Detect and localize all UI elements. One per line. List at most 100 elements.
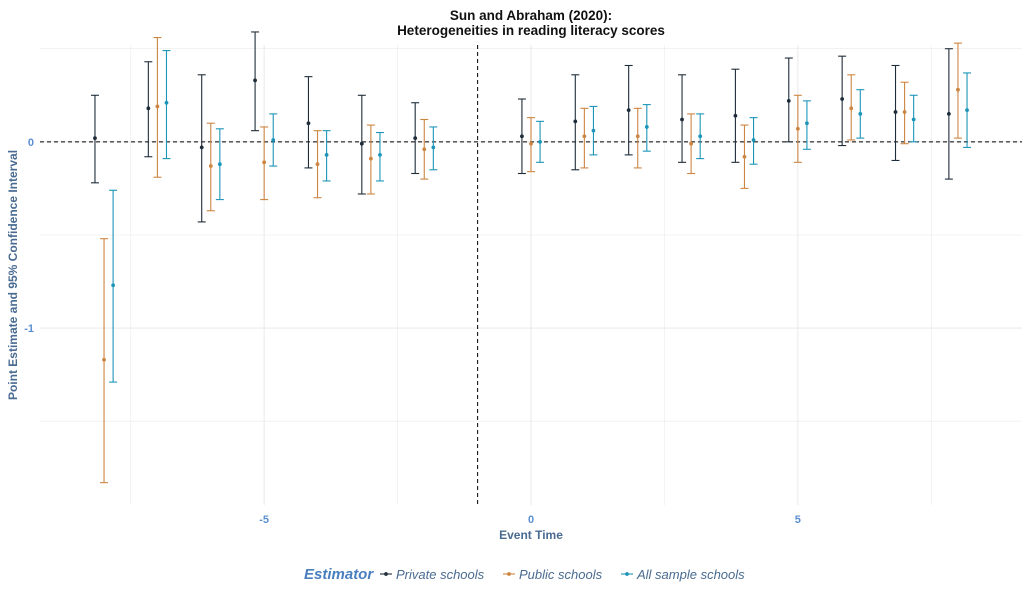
error-bar	[642, 104, 651, 152]
data-point	[751, 138, 756, 142]
error-bar	[963, 72, 972, 148]
data-point	[626, 108, 631, 113]
data-point	[742, 154, 747, 159]
data-point	[315, 162, 320, 167]
data-point	[956, 87, 960, 92]
legend-entry-0: Private schools	[380, 567, 485, 582]
error-bar	[944, 48, 953, 180]
series-layer	[90, 31, 972, 484]
series-2	[109, 50, 972, 383]
error-bar	[260, 126, 269, 201]
chart-title-line: Sun and Abraham (2020):	[450, 8, 612, 23]
legend: Estimator Private schools Public schools Al…	[304, 566, 745, 583]
error-bar	[100, 238, 109, 484]
error-bar	[784, 57, 793, 143]
error-bar	[953, 42, 962, 139]
error-bar	[678, 74, 687, 163]
data-point	[529, 141, 533, 146]
legend-title: Estimator	[304, 566, 374, 583]
data-point	[849, 106, 854, 111]
error-bar	[571, 74, 580, 171]
error-bar	[696, 113, 705, 160]
data-point	[93, 136, 97, 141]
data-point	[911, 117, 916, 122]
error-bar	[153, 37, 162, 178]
data-point	[805, 121, 809, 126]
data-point	[217, 162, 222, 167]
error-bar	[109, 189, 118, 383]
error-bar	[197, 74, 206, 223]
error-bar	[357, 94, 366, 195]
data-point	[538, 139, 542, 144]
series-1	[100, 37, 962, 484]
data-point	[431, 145, 436, 150]
error-bar	[215, 128, 224, 201]
legend-label: Private schools	[396, 567, 485, 582]
data-point	[146, 106, 151, 111]
error-bar	[793, 94, 802, 163]
legend-label: All sample schools	[636, 567, 745, 582]
error-bar	[162, 50, 171, 160]
error-bar	[375, 131, 384, 182]
axis-layer: Sun and Abraham (2020):Heterogeneities i…	[6, 8, 801, 542]
error-bar	[580, 107, 589, 169]
data-point	[635, 134, 640, 139]
data-point	[199, 145, 204, 150]
error-bar	[269, 113, 278, 167]
y-axis-title: Point Estimate and 95% Confidence Interv…	[6, 150, 20, 400]
data-point	[698, 134, 703, 139]
data-point	[253, 78, 257, 83]
y-tick-label: -1	[24, 323, 34, 335]
y-tick-label: 0	[28, 137, 34, 149]
legend-entry-2: All sample schools	[621, 567, 745, 582]
data-point	[111, 283, 116, 288]
error-bar	[366, 124, 375, 195]
data-point	[946, 112, 951, 116]
data-point	[893, 110, 898, 114]
data-point	[795, 126, 800, 131]
data-point	[786, 98, 791, 103]
error-bar	[687, 113, 696, 175]
data-point	[378, 152, 382, 157]
chart-title-line: Heterogeneities in reading literacy scor…	[397, 23, 665, 38]
error-bar	[144, 61, 153, 158]
error-bar	[536, 120, 545, 163]
data-point	[573, 119, 578, 124]
data-point	[368, 156, 373, 161]
error-bar	[322, 130, 331, 182]
error-bar	[304, 76, 313, 169]
legend-label: Public schools	[519, 567, 603, 582]
grid-layer	[40, 45, 1022, 505]
data-point	[359, 141, 364, 146]
x-tick-label: 0	[528, 514, 534, 526]
data-point	[262, 160, 267, 165]
data-point	[164, 100, 169, 105]
error-bar	[847, 74, 856, 141]
series-0	[90, 31, 953, 223]
error-bar	[206, 122, 215, 212]
x-axis-title: Event Time	[499, 528, 563, 542]
data-point	[208, 164, 213, 168]
error-bar	[909, 94, 918, 143]
error-bar	[517, 98, 526, 175]
error-bar	[856, 89, 865, 139]
data-point	[858, 112, 863, 116]
error-bar	[740, 124, 749, 189]
data-point	[102, 357, 106, 362]
data-point	[520, 134, 524, 139]
data-point	[689, 141, 694, 146]
error-bar	[624, 64, 633, 156]
error-bar	[838, 55, 847, 147]
data-point	[840, 97, 845, 101]
data-point	[965, 108, 969, 113]
error-bar	[420, 118, 429, 180]
data-point	[306, 121, 311, 126]
legend-key-point	[384, 572, 388, 576]
error-bar	[891, 64, 900, 162]
legend-key-point	[625, 572, 629, 576]
error-bar	[633, 107, 642, 169]
data-point	[591, 128, 596, 133]
data-point	[582, 134, 587, 139]
